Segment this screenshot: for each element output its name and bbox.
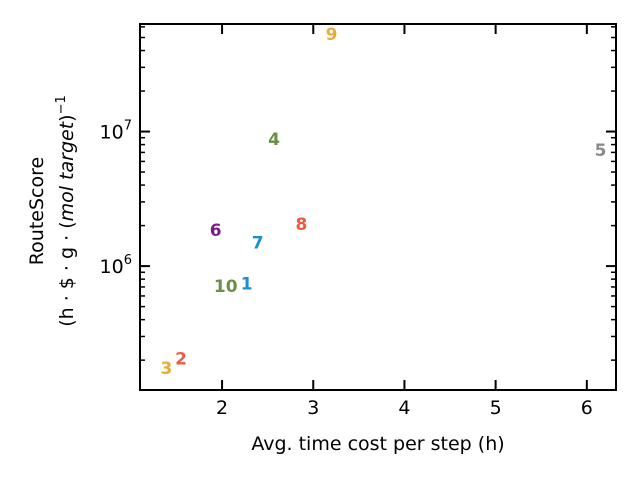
y-axis-label-units-exponent: −1: [54, 95, 69, 114]
major-ticks: [140, 24, 616, 390]
data-point-10: 10: [214, 277, 238, 297]
y-axis-label-units-close: ): [56, 114, 78, 121]
x-tick-label: 6: [581, 397, 593, 419]
y-tick-labels: 106 107: [100, 119, 132, 279]
data-point-9: 9: [326, 25, 338, 45]
x-axis-label: Avg. time cost per step (h): [251, 433, 504, 455]
data-point-2: 2: [175, 350, 187, 370]
data-point-1: 1: [241, 275, 253, 295]
y-axis-label-units-prefix: (h · $ · g · (: [56, 221, 78, 326]
data-point-8: 8: [295, 215, 307, 235]
data-point-6: 6: [210, 221, 222, 241]
x-tick-label: 3: [307, 397, 319, 419]
y-axis-label-line2: (h · $ · g · (mol target)−1: [54, 95, 78, 327]
data-point-7: 7: [252, 233, 264, 253]
y-tick-label: 106: [100, 253, 132, 278]
x-tick-label: 5: [490, 397, 502, 419]
x-tick-labels: 2 3 4 5 6: [216, 397, 593, 419]
data-point-5: 5: [595, 141, 607, 161]
x-tick-label: 2: [216, 397, 228, 419]
plot-frame: [139, 23, 617, 391]
y-tick-label: 107: [100, 119, 132, 144]
y-axis-label-units-italic: mol target: [56, 120, 78, 221]
data-point-4: 4: [268, 130, 280, 150]
y-axis-label-line1: RouteScore: [26, 157, 48, 265]
data-point-3: 3: [161, 359, 173, 379]
x-tick-label: 4: [398, 397, 410, 419]
minor-ticks: [140, 26, 616, 361]
